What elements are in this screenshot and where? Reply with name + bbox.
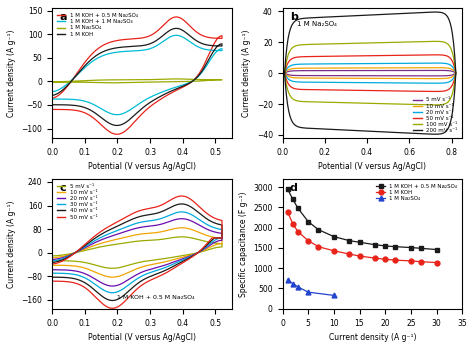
1 M KOH + 0.5 M Na₂SO₄: [316, 228, 321, 232]
Y-axis label: Specific capacitance (F g⁻¹): Specific capacitance (F g⁻¹): [239, 191, 248, 297]
Text: 1 M KOH + 0.5 M Na₂SO₄: 1 M KOH + 0.5 M Na₂SO₄: [117, 295, 194, 300]
Legend: 5 mV s⁻¹, 10 mV s⁻¹, 20 mV s⁻¹, 30 mV s⁻¹, 40 mV s⁻¹, 50 mV s⁻¹: 5 mV s⁻¹, 10 mV s⁻¹, 20 mV s⁻¹, 30 mV s⁻…: [55, 182, 100, 222]
1 M KOH: [408, 259, 414, 263]
1 M KOH: [383, 257, 388, 261]
1 M Na₂SO₄: [305, 290, 311, 294]
1 M KOH + 0.5 M Na₂SO₄: [305, 220, 311, 224]
1 M KOH + 0.5 M Na₂SO₄: [290, 197, 296, 201]
1 M KOH + 0.5 M Na₂SO₄: [356, 240, 362, 244]
X-axis label: Potential (V versus Ag/AgCl): Potential (V versus Ag/AgCl): [88, 162, 196, 171]
Line: 1 M KOH: 1 M KOH: [285, 210, 439, 265]
Legend: 1 M KOH + 0.5 M Na₂SO₄, 1 M KOH, 1 M Na₂SO₄: 1 M KOH + 0.5 M Na₂SO₄, 1 M KOH, 1 M Na₂…: [374, 182, 459, 203]
1 M KOH: [316, 245, 321, 249]
1 M KOH: [346, 252, 352, 256]
1 M KOH + 0.5 M Na₂SO₄: [408, 245, 414, 250]
Y-axis label: Current density (A g⁻¹): Current density (A g⁻¹): [7, 29, 16, 117]
1 M KOH + 0.5 M Na₂SO₄: [295, 206, 301, 210]
1 M KOH + 0.5 M Na₂SO₄: [383, 244, 388, 248]
Line: 1 M Na₂SO₄: 1 M Na₂SO₄: [285, 277, 336, 298]
X-axis label: Potential (V versus Ag/AgCl): Potential (V versus Ag/AgCl): [88, 333, 196, 342]
1 M KOH + 0.5 M Na₂SO₄: [418, 246, 424, 251]
1 M KOH + 0.5 M Na₂SO₄: [372, 243, 378, 247]
1 M Na₂SO₄: [290, 282, 296, 286]
Y-axis label: Current density (A g⁻¹): Current density (A g⁻¹): [7, 200, 16, 288]
1 M KOH: [331, 249, 337, 253]
1 M KOH + 0.5 M Na₂SO₄: [331, 235, 337, 239]
1 M KOH: [356, 254, 362, 258]
Legend: 5 mV s⁻¹, 10 mV s⁻¹, 20 mV s⁻¹, 50 mV s⁻¹, 100 mV s⁻¹, 200 mV s⁻¹: 5 mV s⁻¹, 10 mV s⁻¹, 20 mV s⁻¹, 50 mV s⁻…: [411, 95, 459, 135]
1 M KOH: [372, 256, 378, 260]
1 M Na₂SO₄: [285, 277, 291, 282]
1 M KOH: [418, 260, 424, 264]
1 M KOH: [305, 238, 311, 243]
1 M KOH: [392, 258, 398, 262]
Text: d: d: [290, 183, 298, 193]
X-axis label: Potential (V versus Ag/AgCl): Potential (V versus Ag/AgCl): [319, 162, 426, 171]
1 M KOH: [295, 230, 301, 234]
1 M KOH + 0.5 M Na₂SO₄: [285, 187, 291, 191]
1 M Na₂SO₄: [331, 293, 337, 297]
1 M KOH: [290, 222, 296, 226]
Line: 1 M KOH + 0.5 M Na₂SO₄: 1 M KOH + 0.5 M Na₂SO₄: [285, 187, 439, 252]
Text: b: b: [290, 12, 298, 22]
Legend: 1 M KOH + 0.5 M Na₂SO₄, 1 M KOH + 1 M Na₂SO₄, 1 M Na₂SO₄, 1 M KOH: 1 M KOH + 0.5 M Na₂SO₄, 1 M KOH + 1 M Na…: [55, 11, 140, 39]
Text: 1 M Na₂SO₄: 1 M Na₂SO₄: [297, 21, 337, 27]
X-axis label: Current density (A g⁻¹): Current density (A g⁻¹): [328, 333, 416, 342]
1 M KOH + 0.5 M Na₂SO₄: [346, 238, 352, 243]
Text: c: c: [59, 183, 66, 193]
Text: a: a: [59, 12, 67, 22]
1 M Na₂SO₄: [295, 285, 301, 289]
1 M KOH + 0.5 M Na₂SO₄: [434, 247, 439, 252]
Y-axis label: Current density (A g⁻¹): Current density (A g⁻¹): [242, 29, 251, 117]
1 M KOH: [434, 260, 439, 265]
1 M KOH + 0.5 M Na₂SO₄: [392, 245, 398, 249]
1 M KOH: [285, 210, 291, 214]
